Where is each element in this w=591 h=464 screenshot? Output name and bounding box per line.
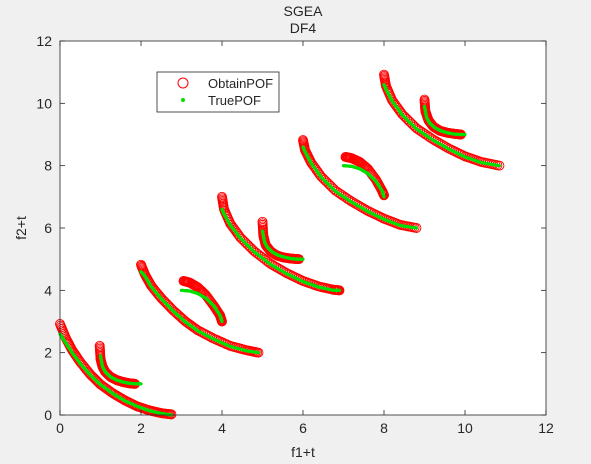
obtainpof-point	[337, 190, 348, 201]
data-marks	[55, 69, 505, 420]
series-truepof	[58, 83, 502, 417]
y-tick-label: 2	[44, 345, 52, 361]
truepof-point	[497, 164, 502, 168]
y-axis-label: f2+t	[13, 216, 29, 240]
obtainpof-point	[330, 185, 341, 196]
truepof-point	[382, 195, 386, 199]
obtainpof-point	[339, 191, 350, 202]
x-axis-ticks: 0 2 4 6 8 10 12	[56, 41, 554, 436]
x-tick-label: 0	[56, 420, 64, 436]
obtainpof-point	[411, 123, 422, 134]
x-tick-label: 10	[457, 420, 473, 436]
obtainpof-point	[262, 256, 272, 267]
truepof-point	[139, 382, 143, 386]
truepof-point	[256, 351, 261, 355]
y-axis-ticks: 0 2 4 6 8 10 12	[36, 33, 546, 423]
obtainpof-point	[413, 124, 424, 135]
y-tick-label: 12	[36, 33, 52, 49]
obtainpof-point	[344, 195, 355, 206]
obtainpof-point	[341, 192, 352, 203]
obtainpof-point	[335, 189, 346, 200]
x-tick-label: 12	[538, 420, 554, 436]
obtainpof-point	[418, 128, 429, 139]
x-tick-label: 8	[380, 420, 388, 436]
obtainpof-point	[379, 190, 389, 201]
y-tick-label: 0	[44, 407, 52, 423]
legend-label-truepof: TruePOF	[208, 93, 261, 108]
obtainpof-point	[422, 130, 433, 141]
chart-subtitle: DF4	[290, 20, 317, 36]
truepof-point	[301, 257, 305, 261]
plot-area	[60, 41, 546, 415]
obtainpof-point	[343, 194, 353, 205]
x-tick-label: 2	[137, 420, 145, 436]
truepof-point	[220, 319, 224, 324]
y-tick-label: 4	[44, 282, 52, 298]
x-tick-label: 4	[218, 420, 226, 436]
obtainpof-point	[328, 184, 339, 194]
legend-marker-truepof	[181, 98, 185, 102]
legend-box	[156, 71, 280, 113]
truepof-point	[337, 288, 342, 292]
obtainpof-point	[334, 188, 344, 198]
y-tick-label: 6	[44, 220, 52, 236]
obtainpof-point	[263, 257, 274, 268]
legend-label-obtainpof: ObtainPOF	[208, 76, 273, 91]
y-tick-label: 10	[36, 95, 52, 111]
x-axis-label: f1+t	[291, 444, 315, 460]
obtainpof-point	[420, 129, 431, 140]
obtainpof-point	[409, 121, 420, 132]
obtainpof-point	[425, 133, 436, 143]
obtainpof-point	[332, 186, 343, 197]
truepof-point	[414, 226, 418, 230]
obtainpof-point	[415, 125, 425, 136]
obtainpof-point	[94, 378, 105, 389]
truepof-point	[463, 132, 467, 137]
obtainpof-point	[416, 126, 427, 137]
legend-marker-obtainpof	[177, 77, 189, 89]
chart-title: SGEA	[284, 3, 324, 19]
obtainpof-point	[424, 131, 434, 142]
legend: ObtainPOF TruePOF	[156, 71, 280, 113]
x-tick-label: 6	[299, 420, 307, 436]
y-tick-label: 8	[44, 158, 52, 174]
